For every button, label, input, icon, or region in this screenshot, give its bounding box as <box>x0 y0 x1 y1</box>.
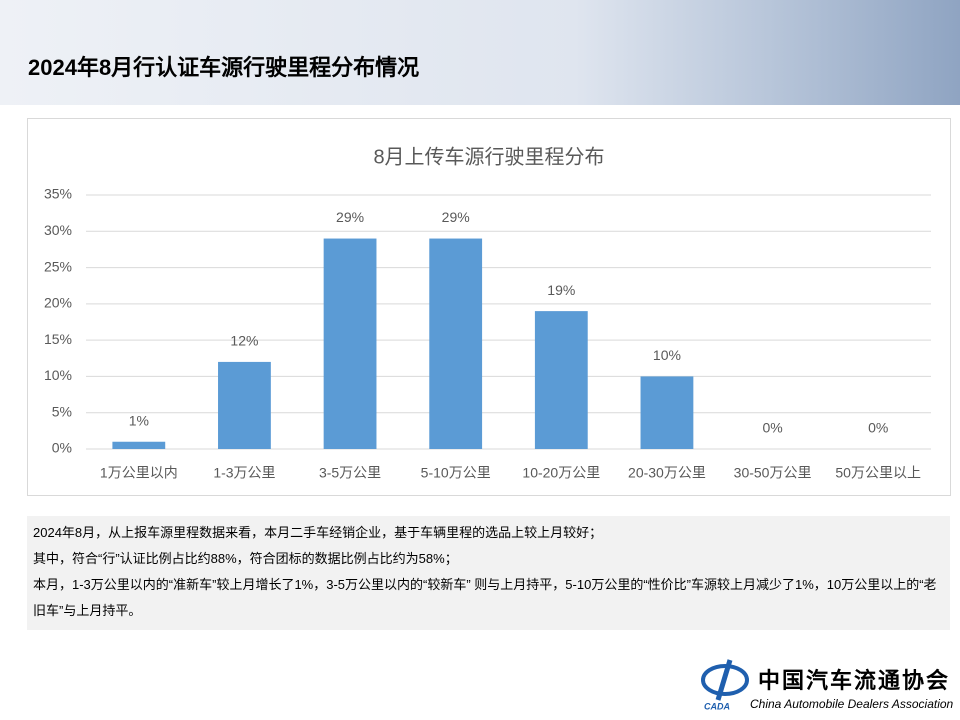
logo-name: 中国汽车流通协会 <box>758 668 950 693</box>
value-label: 0% <box>762 420 782 436</box>
x-tick-label: 50万公里以上 <box>835 465 921 481</box>
y-tick-label: 20% <box>44 295 72 311</box>
chart-title: 8月上传车源行驶里程分布 <box>373 145 604 168</box>
value-label: 29% <box>336 209 364 225</box>
notes: 2024年8月，从上报车源里程数据来看，本月二手车经销企业，基于车辆里程的选品上… <box>27 516 950 630</box>
y-tick-label: 5% <box>52 403 72 419</box>
note: 本月，1-3万公里以内的“准新车”较上月增长了1%，3-5万公里以内的“较新车”… <box>33 577 937 618</box>
value-label: 10% <box>653 347 681 363</box>
logo: CADA 中国汽车流通协会 China Automobile Dealers A… <box>701 659 954 711</box>
logo-abbr: CADA <box>704 701 730 711</box>
bar <box>323 238 377 449</box>
chart: 8月上传车源行驶里程分布 0% 5% 10% 15% 20% 25% 30% 35% 1万公里以… <box>44 145 931 481</box>
y-tick-label: 0% <box>52 440 72 456</box>
bar <box>429 238 483 449</box>
y-tick-label: 30% <box>44 222 72 238</box>
x-tick-label: 30-50万公里 <box>734 465 812 481</box>
bar <box>640 376 694 449</box>
x-tick-label: 10-20万公里 <box>522 465 600 481</box>
x-tick-label: 1万公里以内 <box>100 465 178 481</box>
x-tick-label: 1-3万公里 <box>213 465 275 481</box>
y-tick-label: 25% <box>44 258 72 274</box>
bar <box>534 311 588 449</box>
y-tick-label: 10% <box>44 367 72 383</box>
x-tick-label: 20-30万公里 <box>628 465 706 481</box>
header-band <box>0 0 960 105</box>
x-tick-label: 3-5万公里 <box>319 465 381 481</box>
slide-title: 2024年8月行认证车源行驶里程分布情况 <box>28 55 420 80</box>
x-tick-label: 5-10万公里 <box>421 465 491 481</box>
value-label: 12% <box>230 333 258 349</box>
y-tick-label: 35% <box>44 186 72 202</box>
logo-ring <box>701 664 749 696</box>
note: 2024年8月，从上报车源里程数据来看，本月二手车经销企业，基于车辆里程的选品上… <box>33 525 603 540</box>
value-label: 19% <box>547 282 575 298</box>
value-label: 29% <box>442 209 470 225</box>
logo-stroke <box>715 659 733 701</box>
y-tick-label: 15% <box>44 331 72 347</box>
chart-frame: 8月上传车源行驶里程分布 0% 5% 10% 15% 20% 25% 30% 35% 1万公里以… <box>27 118 951 496</box>
logo-english: China Automobile Dealers Association <box>750 697 954 711</box>
note: 其中，符合“行”认证比例占比约88%，符合团标的数据比例占比约为58%； <box>33 551 458 566</box>
bar <box>218 361 271 449</box>
value-label: 0% <box>868 420 888 436</box>
value-label: 1% <box>129 412 149 428</box>
bar <box>112 441 166 449</box>
